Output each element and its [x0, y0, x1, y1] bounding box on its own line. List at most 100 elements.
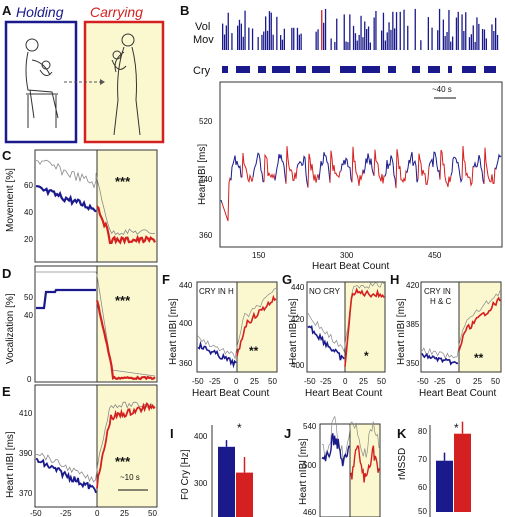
d-carrying-trace	[95, 300, 156, 381]
e-xtick-m25: -25	[60, 509, 72, 517]
panel-k-letter: K	[397, 426, 407, 441]
e-error-band	[35, 401, 156, 483]
i-significance: *	[237, 421, 242, 435]
g-xtick-25: 25	[359, 377, 368, 386]
raster-tick	[495, 17, 497, 50]
g-carrying-trace	[344, 287, 385, 367]
raster-tick	[388, 22, 390, 50]
carrying-frame	[83, 20, 165, 144]
raster-tick	[407, 25, 409, 50]
e-xtick-50: 50	[148, 509, 157, 517]
i-ytick-400: 400	[194, 432, 208, 441]
raster-tick	[457, 11, 459, 51]
panel-e: E *** ~10 s Heart nIBI [ms] 410 390 370 …	[2, 384, 158, 517]
raster-tick	[225, 25, 227, 50]
raster-tick	[446, 32, 448, 50]
ibi-segment	[494, 153, 502, 170]
e-ytick-410: 410	[19, 409, 33, 418]
e-pre-region	[34, 384, 98, 508]
i-ylabel: F0 Cry [Hz]	[180, 449, 191, 500]
raster-tick	[300, 33, 302, 50]
f-xtick-25: 25	[250, 377, 259, 386]
raster-tick	[251, 28, 254, 50]
movement-vocal-raster	[222, 8, 499, 51]
panel-h-letter: H	[390, 272, 399, 287]
ibi-segment	[472, 154, 485, 185]
raster-tick	[442, 19, 444, 50]
raster-tick	[366, 29, 368, 50]
panel-k: K * rMSSD 80 70 60 50	[397, 421, 471, 517]
label-mov: Mov	[193, 34, 214, 46]
h-ytick-385: 385	[406, 320, 420, 329]
b-xtick-300: 300	[340, 251, 354, 260]
g-xlabel: Heart Beat Count	[305, 388, 382, 399]
panel-d: D *** Vocalization [%] 50 40 0	[2, 265, 158, 384]
e-ylabel: Heart nIBI [ms]	[5, 431, 16, 498]
bar-holding	[436, 460, 453, 512]
j-ytick-460: 460	[303, 508, 317, 517]
g-xtick-m25: -25	[320, 377, 332, 386]
raster-tick	[360, 15, 362, 51]
c-ytick-40: 40	[24, 208, 33, 217]
c-ytick-20: 20	[24, 235, 33, 244]
raster-tick	[448, 10, 450, 50]
c-carrying-trace	[96, 205, 156, 245]
h-ytick-420: 420	[406, 281, 420, 290]
raster-tick	[394, 28, 396, 50]
raster-tick	[403, 9, 405, 50]
f-pre-region	[196, 281, 238, 373]
ibi-segment	[274, 153, 287, 184]
k-ytick-70: 70	[418, 455, 427, 464]
d-holding-trace	[36, 288, 96, 310]
h-inset-label-2: H & C	[430, 297, 452, 306]
k-ytick-80: 80	[418, 427, 427, 436]
raster-tick	[281, 39, 284, 50]
f-ytick-360: 360	[179, 359, 193, 368]
g-xtick-m50: -50	[304, 377, 316, 386]
k-significance: *	[454, 421, 459, 435]
panel-h: H CRY IN H & C ** Heart nIBI [ms] 420 38…	[390, 272, 502, 399]
raster-tick	[437, 30, 439, 50]
raster-tick	[450, 41, 452, 50]
raster-tick	[293, 27, 295, 50]
f-ylabel: Heart nIBI [ms]	[168, 298, 179, 365]
h-xtick-m50: -50	[417, 377, 429, 386]
e-xtick-m50: -50	[30, 509, 42, 517]
h-ytick-350: 350	[406, 359, 420, 368]
cry-segment	[272, 66, 290, 73]
h-significance: **	[474, 351, 484, 365]
ibi-segment	[351, 146, 364, 186]
bar-carrying	[236, 472, 253, 517]
ibi-segment	[230, 155, 243, 181]
panel-b-ylabel: Heart IBI [ms]	[197, 144, 208, 205]
cry-segment	[340, 66, 356, 73]
j-holding-trace	[321, 433, 350, 467]
carrying-sketch	[111, 33, 141, 136]
b-xtick-150: 150	[252, 251, 266, 260]
raster-tick	[321, 10, 323, 51]
raster-tick	[343, 14, 345, 50]
raster-tick	[452, 36, 454, 50]
panel-f: F CRY IN H ** Heart nIBI [ms] 440 400 36…	[162, 272, 278, 399]
ibi-segment	[450, 156, 463, 184]
ibi-segment	[439, 149, 452, 188]
g-ytick-400: 400	[291, 361, 305, 370]
ibi-segment	[329, 150, 342, 183]
raster-tick	[472, 25, 474, 50]
b-scale-label: ~40 s	[432, 85, 452, 94]
f-xtick-0: 0	[234, 377, 239, 386]
raster-tick	[470, 34, 472, 50]
c-error-band	[35, 159, 156, 236]
raster-tick	[265, 16, 267, 50]
panel-j-letter: J	[284, 426, 291, 441]
e-ytick-370: 370	[19, 489, 33, 498]
arrow-head-icon	[100, 79, 105, 85]
panel-c: C *** Movement [%] 60 40 20	[2, 148, 158, 263]
f-error-band	[197, 287, 277, 360]
panel-a-letter: A	[2, 3, 12, 18]
d-significance: ***	[115, 293, 131, 308]
raster-tick	[268, 11, 271, 51]
j-post-region	[349, 423, 381, 517]
f-xtick-m25: -25	[209, 377, 221, 386]
